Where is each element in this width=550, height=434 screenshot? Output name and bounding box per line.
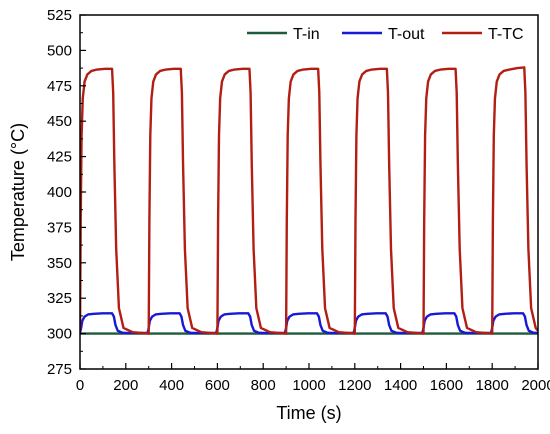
y-tick-label: 325 [47, 290, 72, 307]
y-tick-label: 525 [47, 7, 72, 24]
x-tick-label: 400 [159, 377, 184, 394]
legend: T-in T-out T-TC [237, 19, 536, 45]
x-axis: 0 200 400 600 800 1000 1200 1400 1600 1800 2000 [76, 363, 550, 394]
y-tick-label: 475 [47, 78, 72, 95]
x-tick-label: 0 [76, 377, 84, 394]
series-layer [80, 66, 538, 335]
x-tick-label: 1000 [292, 377, 325, 394]
legend-label: T-in [293, 26, 320, 43]
x-tick-label: 2000 [521, 377, 550, 394]
y-axis-title: Temperature (°C) [8, 123, 28, 261]
y-tick-label: 425 [47, 149, 72, 166]
x-tick-label: 600 [205, 377, 230, 394]
y-tick-label: 400 [47, 184, 72, 201]
y-tick-label: 300 [47, 326, 72, 343]
x-tick-label: 1200 [338, 377, 371, 394]
y-tick-label: 275 [47, 361, 72, 378]
x-tick-label: 1400 [384, 377, 417, 394]
y-tick-label: 500 [47, 42, 72, 59]
y-tick-label: 350 [47, 255, 72, 272]
x-tick-label: 1600 [430, 377, 463, 394]
x-tick-label: 800 [251, 377, 276, 394]
legend-label: T-out [388, 26, 425, 43]
y-tick-label: 450 [47, 113, 72, 130]
y-tick-label: 375 [47, 219, 72, 236]
x-axis-title: Time (s) [276, 403, 341, 423]
series-line-t-tc [80, 66, 538, 335]
x-tick-label: 200 [113, 377, 138, 394]
y-axis: 275 300 325 350 375 400 425 450 475 500 525 [47, 7, 86, 378]
x-tick-label: 1800 [476, 377, 509, 394]
legend-label: T-TC [488, 26, 524, 43]
